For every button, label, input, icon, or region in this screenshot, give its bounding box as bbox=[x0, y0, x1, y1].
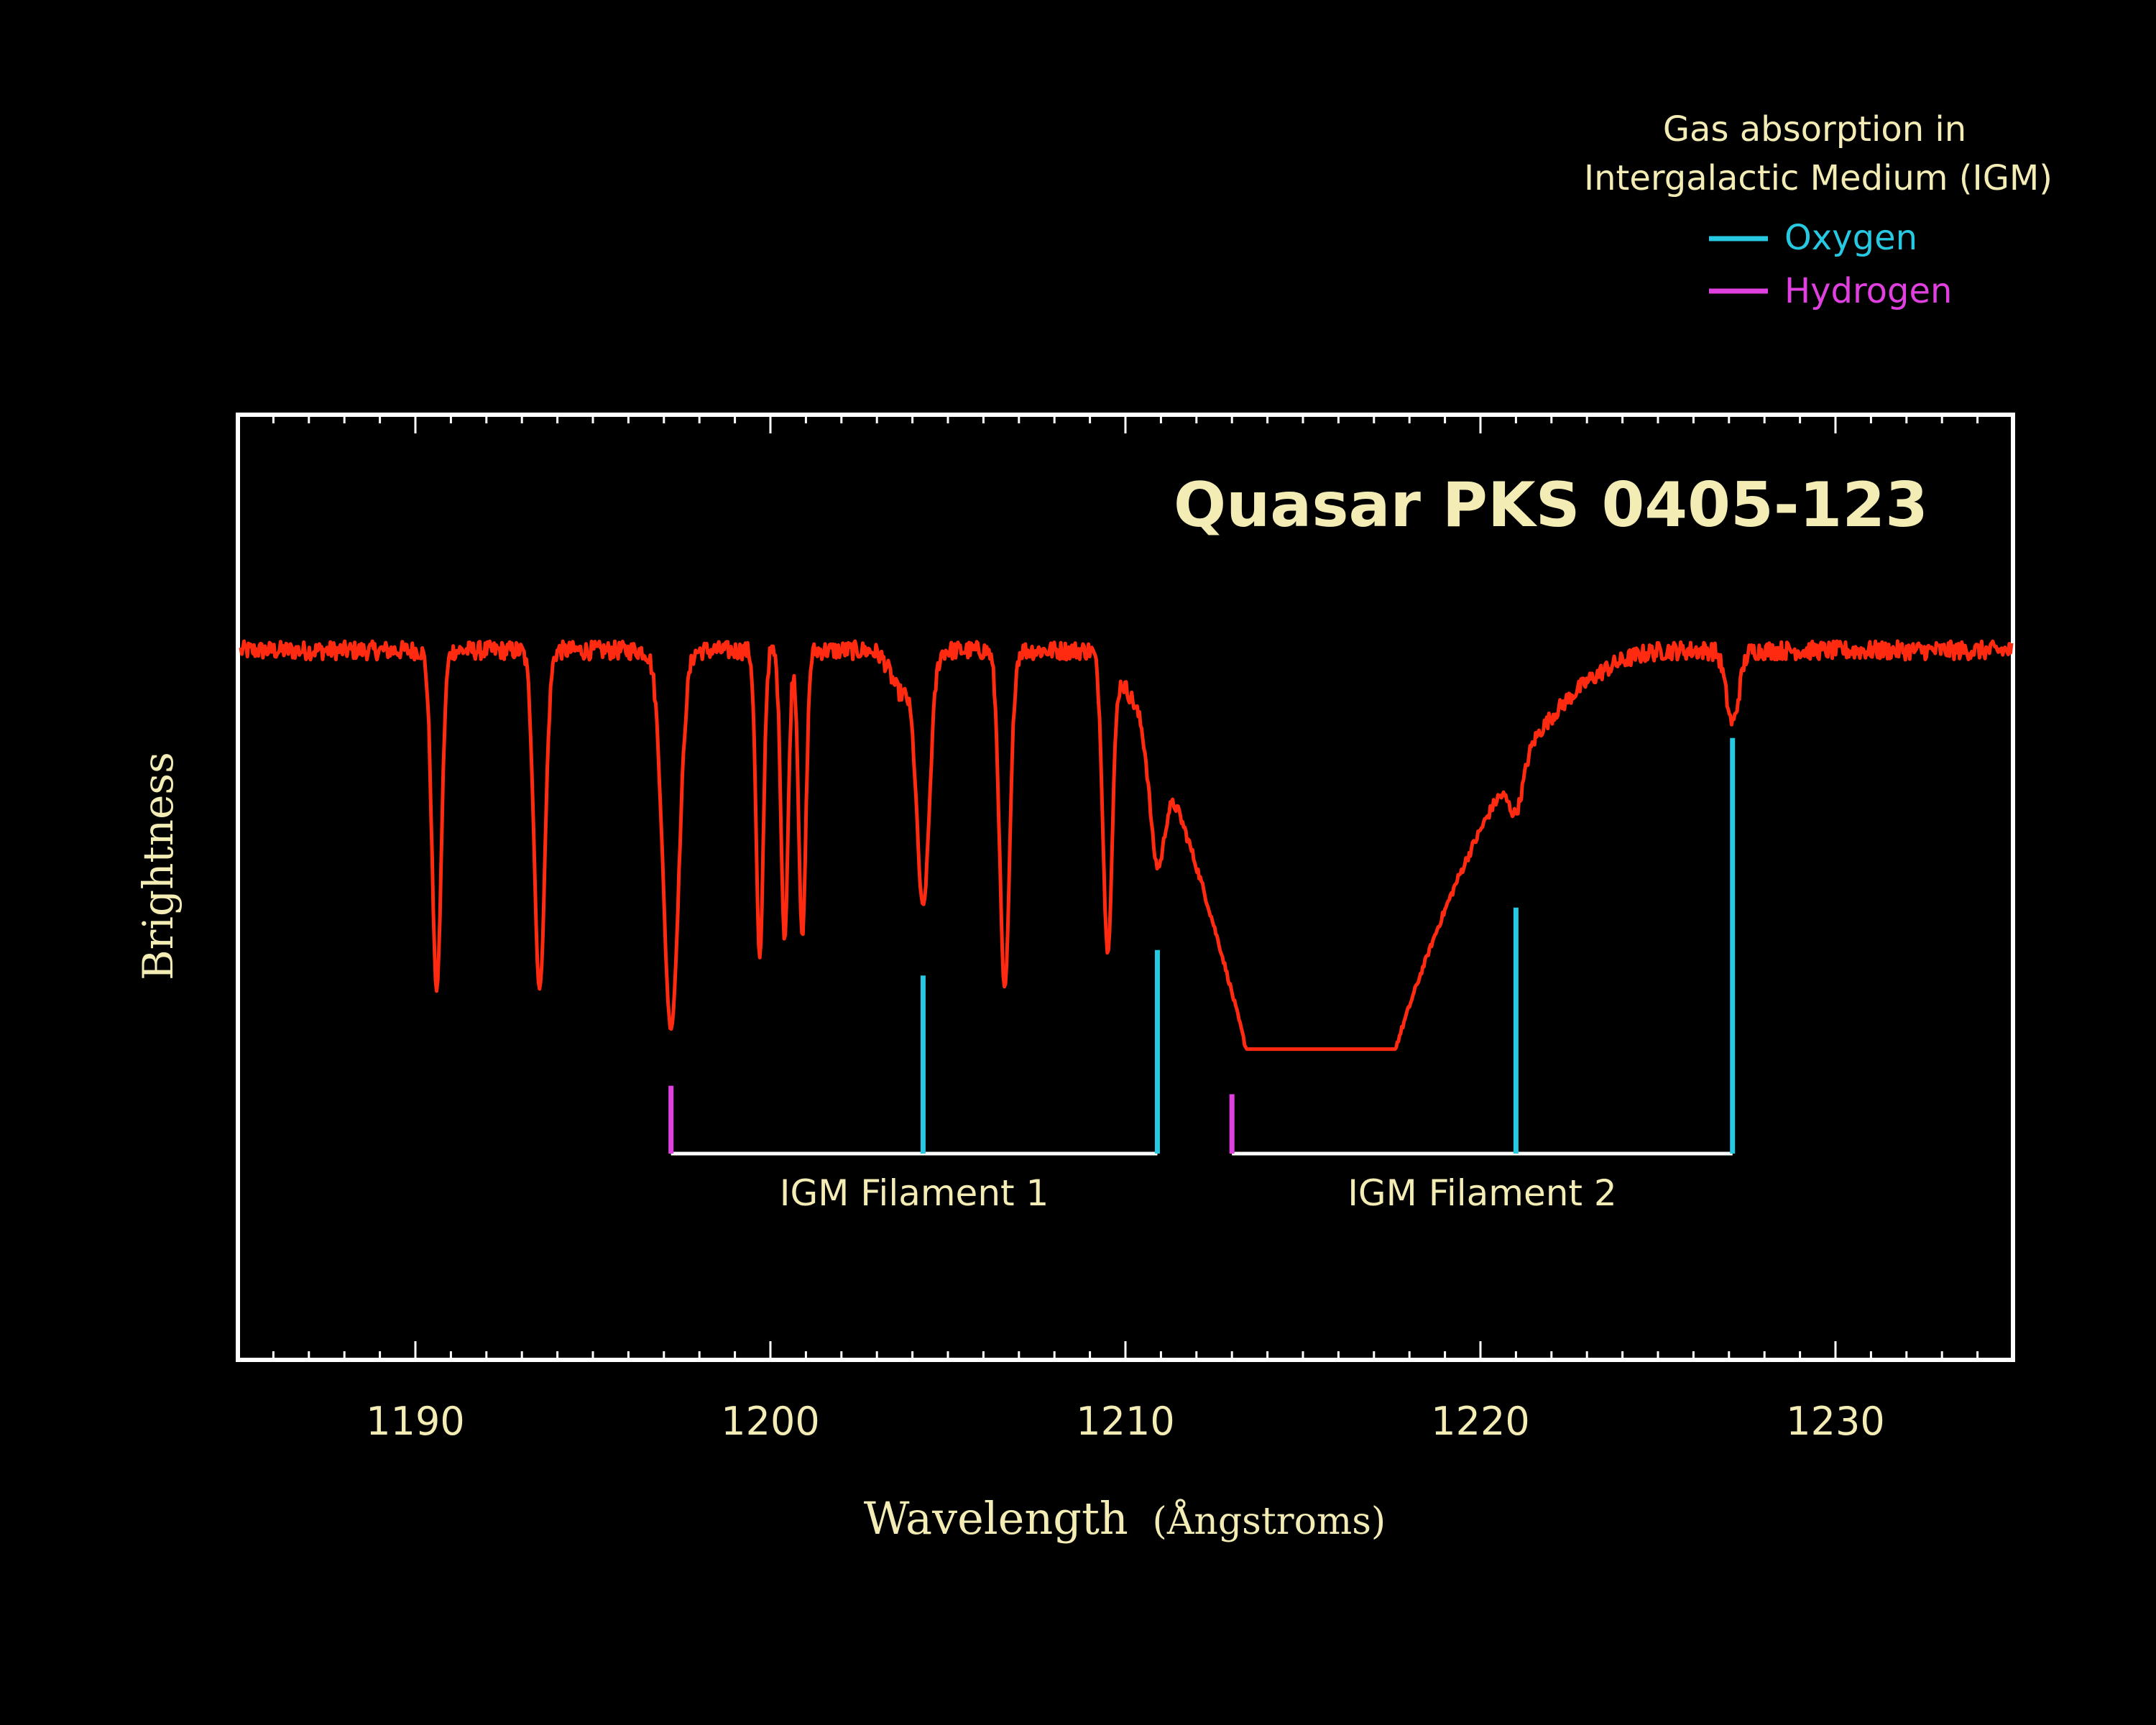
x-axis-label: Wavelength (Ångstroms) bbox=[864, 1492, 1386, 1545]
x-tick-labels: 1190 1200 1210 1220 1230 bbox=[366, 1399, 1884, 1444]
x-tick-label: 1210 bbox=[1076, 1399, 1174, 1444]
legend: Gas absorption in Intergalactic Medium (… bbox=[1584, 109, 2053, 311]
y-axis-label: Brightness bbox=[134, 752, 183, 980]
x-tick-label: 1190 bbox=[366, 1399, 464, 1444]
legend-oxygen-label: Oxygen bbox=[1784, 218, 1917, 258]
spectrum-line bbox=[239, 639, 2014, 1052]
filament-label: IGM Filament 1 bbox=[780, 1172, 1049, 1214]
chart-title: Quasar PKS 0405-123 bbox=[1174, 469, 1928, 541]
x-tick-label: 1200 bbox=[721, 1399, 819, 1444]
legend-title-line1: Gas absorption in bbox=[1663, 109, 1966, 150]
x-axis-label-main: Wavelength bbox=[864, 1492, 1128, 1545]
legend-hydrogen-label: Hydrogen bbox=[1784, 271, 1952, 311]
x-tick-label: 1220 bbox=[1431, 1399, 1529, 1444]
filament-label: IGM Filament 2 bbox=[1348, 1172, 1617, 1214]
x-tick-label: 1230 bbox=[1786, 1399, 1884, 1444]
legend-title-line2: Intergalactic Medium (IGM) bbox=[1584, 158, 2053, 198]
filament-markers: IGM Filament 1 IGM Filament 2 bbox=[668, 737, 1736, 1214]
x-axis-label-unit: (Ångstroms) bbox=[1153, 1499, 1386, 1543]
minor-ticks bbox=[236, 415, 2014, 1360]
